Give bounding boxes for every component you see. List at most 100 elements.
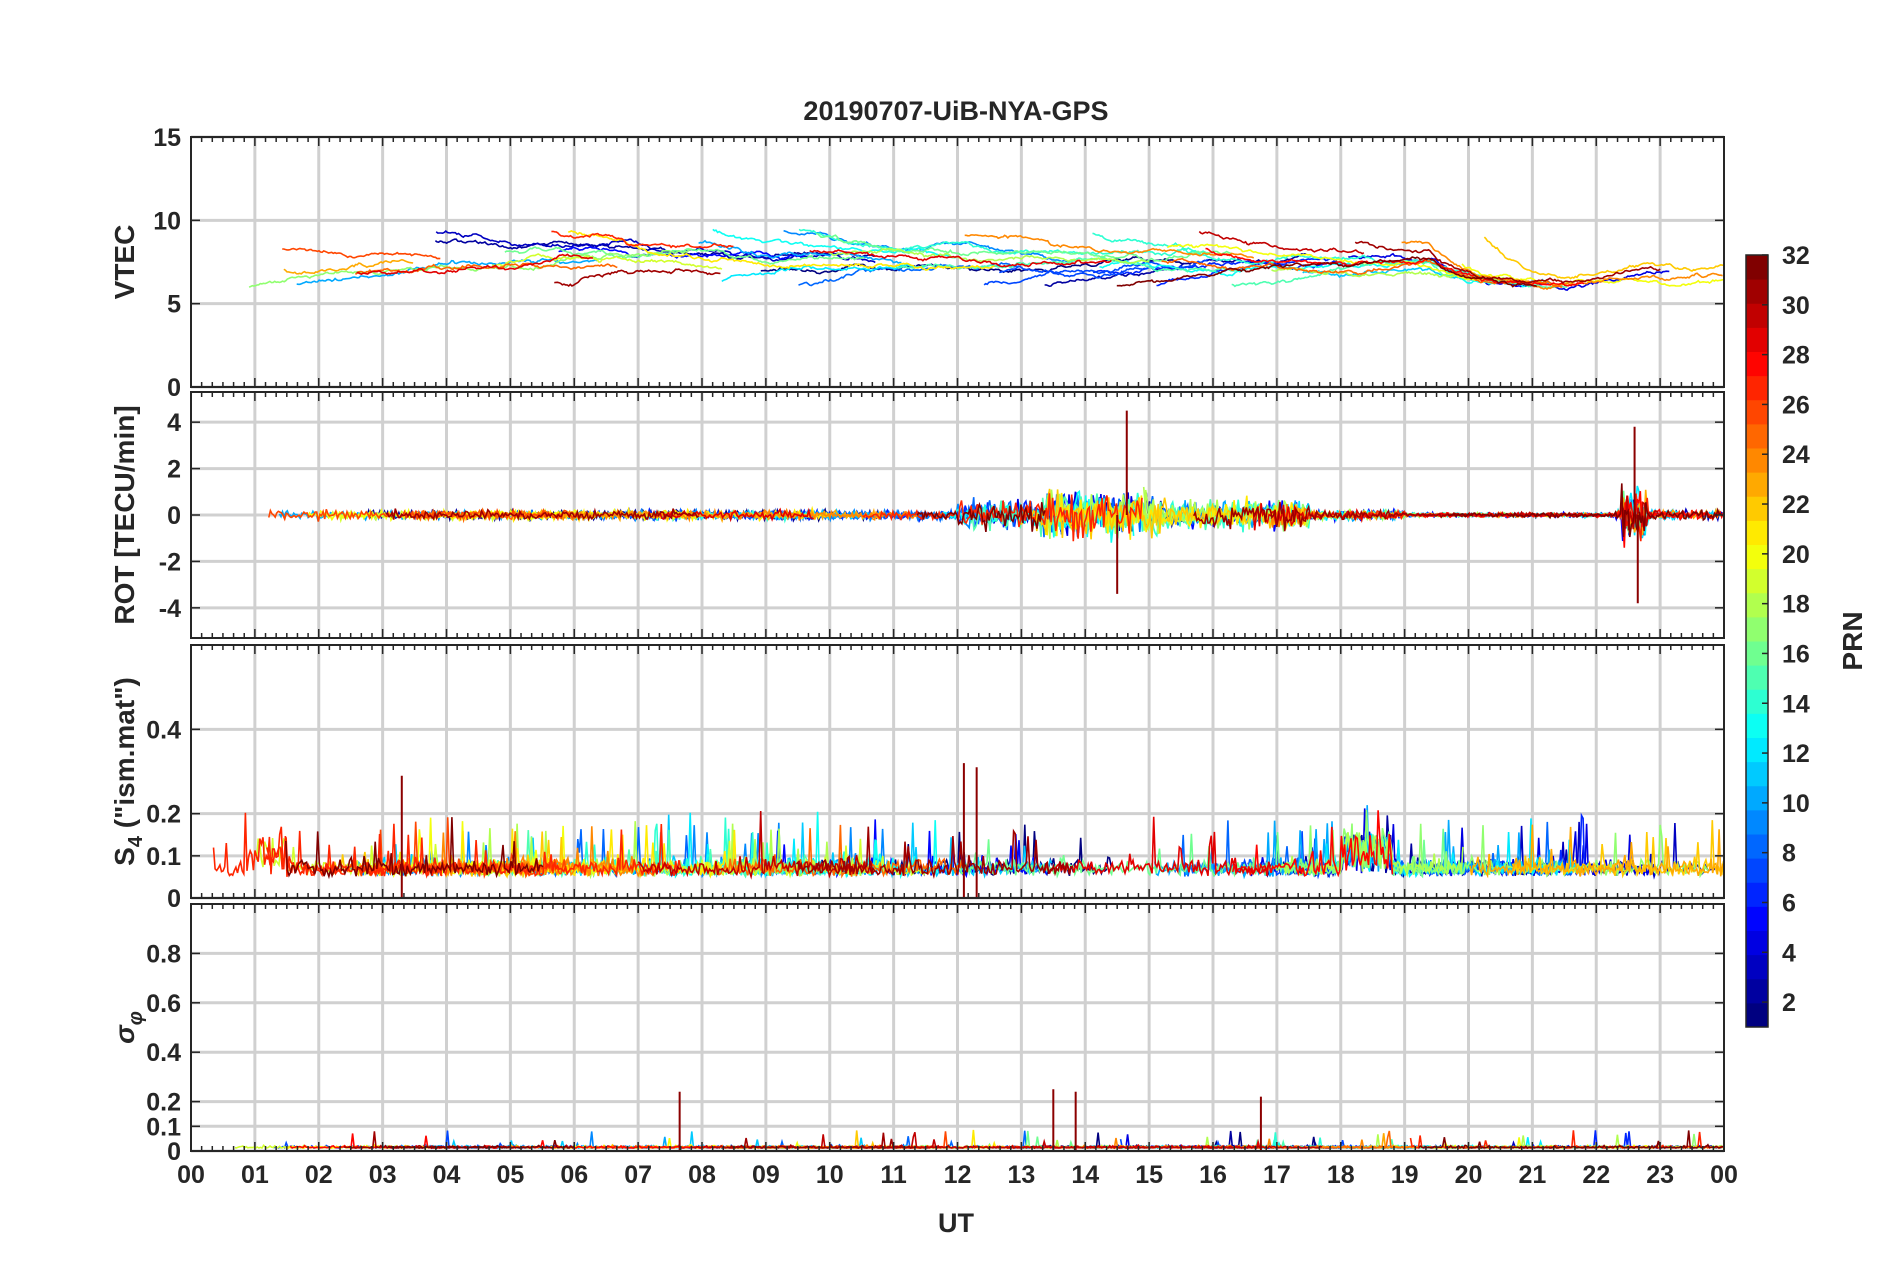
colorbar-cell	[1746, 834, 1768, 859]
y-tick-label: 0.2	[146, 801, 181, 829]
prn-trace	[760, 255, 1185, 275]
colorbar-tick-label: 26	[1782, 391, 1810, 419]
colorbar-cell	[1746, 616, 1768, 642]
colorbar-tick-label: 18	[1782, 591, 1810, 619]
prn-trace	[1044, 816, 1272, 877]
colorbar-frame	[1745, 254, 1769, 1028]
x-tick-label: 23	[1646, 1161, 1674, 1189]
x-tick-label: 12	[944, 1161, 972, 1189]
grid-sigma_phi	[191, 904, 1724, 1153]
x-tick-label: 20	[1455, 1161, 1483, 1189]
prn-trace	[726, 1132, 915, 1149]
prn-trace	[1116, 256, 1538, 288]
colorbar-tick-label: 2	[1782, 989, 1796, 1017]
colorbar-cell	[1746, 255, 1768, 280]
y-axis-label: ROT [TECU/min]	[109, 405, 140, 624]
traces-vtec	[248, 228, 1724, 291]
prn-trace	[828, 247, 1150, 265]
prn-trace	[1469, 824, 1724, 879]
y-tick-label: 0.1	[146, 1113, 181, 1141]
x-tick-label: 06	[560, 1161, 588, 1189]
prn-trace	[1246, 1130, 1412, 1150]
traces-rot	[268, 483, 1724, 548]
prn-trace	[491, 253, 723, 270]
x-tick-label: 08	[688, 1161, 716, 1189]
colorbar-cell	[1746, 568, 1768, 594]
prn-trace	[423, 505, 829, 524]
prn-trace	[698, 239, 902, 264]
colorbar-cell	[1746, 713, 1768, 738]
colorbar-tick-label: 32	[1782, 242, 1810, 270]
colorbar-cell	[1746, 423, 1768, 449]
colorbar-cell	[1746, 809, 1768, 835]
x-tick-label: 07	[624, 1161, 652, 1189]
prn-trace	[1315, 499, 1640, 542]
traces-sigma_phi	[234, 1129, 1724, 1150]
prn-trace	[1414, 490, 1724, 548]
colorbar-tick-label: 22	[1782, 491, 1810, 519]
prn-trace	[809, 248, 1112, 268]
y-tick-label: 0.4	[146, 1039, 181, 1067]
prn-trace	[1497, 485, 1682, 536]
colorbar-cell	[1746, 785, 1768, 811]
x-tick-label: 18	[1327, 1161, 1355, 1189]
x-tick-label: 01	[241, 1161, 269, 1189]
colorbar-cell	[1746, 496, 1768, 521]
colorbar-cell	[1746, 303, 1768, 328]
y-tick-label: 0.8	[146, 940, 181, 968]
prn-trace	[1401, 240, 1723, 291]
prn-trace	[795, 826, 1073, 879]
x-tick-label: 13	[1007, 1161, 1035, 1189]
y-tick-label: 0.4	[146, 716, 181, 744]
prn-trace	[1511, 820, 1724, 879]
y-tick-label: 10	[153, 207, 181, 235]
prn-trace	[568, 230, 995, 271]
prn-trace	[296, 257, 598, 286]
prn-trace	[551, 230, 734, 249]
x-tick-label: 11	[880, 1161, 907, 1189]
colorbar-cell	[1746, 954, 1768, 980]
prn-trace	[721, 263, 927, 283]
colorbar-cell	[1746, 641, 1768, 666]
y-tick-label: 15	[153, 124, 181, 152]
prn-trace	[434, 238, 875, 260]
colorbar-tick-label: 14	[1782, 690, 1810, 718]
x-tick-label: 00	[1710, 1161, 1738, 1189]
prn-trace	[1166, 243, 1484, 282]
colorbar-cell	[1746, 737, 1768, 763]
colorbar-cell	[1746, 399, 1768, 425]
y-tick-label: -2	[159, 548, 181, 576]
y-tick-label: 0.6	[146, 990, 181, 1018]
prn-trace	[1198, 230, 1365, 255]
prn-trace	[404, 507, 583, 522]
prn-trace	[1379, 490, 1655, 534]
x-tick-label: 03	[369, 1161, 397, 1189]
y-tick-label: 0.1	[146, 843, 181, 871]
y-tick-label: 4	[167, 409, 181, 437]
colorbar-tick-label: 28	[1782, 342, 1810, 370]
panel-s4: 0 0.1 0.2 0.4S4 ("ism.mat")	[109, 644, 1725, 913]
prn-trace	[248, 248, 691, 288]
colorbar-cell	[1746, 351, 1768, 377]
x-tick-label: 15	[1135, 1161, 1163, 1189]
y-axis-label: S4 ("ism.mat")	[109, 677, 147, 866]
colorbar-cell	[1746, 665, 1768, 690]
x-tick-label: 05	[496, 1161, 524, 1189]
colorbar-cell	[1746, 1002, 1768, 1028]
colorbar-cell	[1746, 689, 1768, 714]
colorbar-tick-label: 8	[1782, 840, 1796, 868]
x-tick-label: 02	[305, 1161, 333, 1189]
y-tick-label: 0	[167, 1138, 181, 1166]
prn-trace	[385, 507, 700, 522]
prn-trace	[1447, 483, 1724, 538]
colorbar-tick-label: 12	[1782, 740, 1810, 768]
colorbar-tick-label: 16	[1782, 640, 1810, 668]
colorbar-cell	[1746, 882, 1768, 907]
prn-trace	[1192, 501, 1474, 532]
prn-trace	[1483, 236, 1724, 280]
prn-trace	[1418, 1130, 1724, 1150]
prn-trace	[285, 817, 544, 880]
y-tick-label: 5	[167, 291, 181, 319]
y-tick-label: 0	[167, 374, 181, 402]
